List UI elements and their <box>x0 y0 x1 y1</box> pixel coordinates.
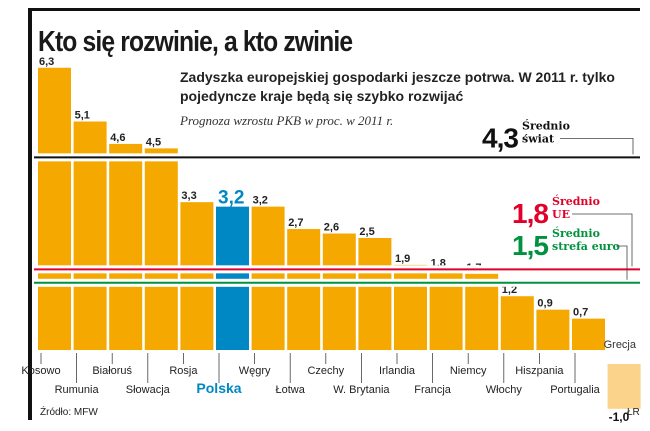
reference-pointer <box>572 213 633 267</box>
bar-Czechy <box>322 233 356 350</box>
bar-Węgry <box>251 206 285 350</box>
value-label: 0,9 <box>537 298 552 310</box>
category-label: W. Brytania <box>333 384 390 396</box>
value-label: 3,3 <box>181 190 196 202</box>
category-label: Grecja <box>604 339 637 351</box>
bar-W. Brytania <box>358 238 392 350</box>
bar-Grecja <box>607 364 641 409</box>
category-label: Hiszpania <box>515 365 564 377</box>
category-label: Łotwa <box>276 384 306 396</box>
category-label: Rosja <box>169 365 198 377</box>
reference-value: 1,5 <box>512 230 548 261</box>
chart-title: Kto się rozwinie, a kto zwinie <box>38 26 353 58</box>
value-label: 4,6 <box>110 132 125 144</box>
bar-Rosja <box>180 202 214 350</box>
bar-Irlandia <box>394 264 427 350</box>
bar-Słowacja <box>144 148 178 350</box>
reference-label: Średnio <box>552 194 600 208</box>
reference-pointer <box>560 137 634 155</box>
reference-label: świat <box>522 132 555 145</box>
category-label: Białoruś <box>92 365 132 377</box>
bar-Białoruś <box>109 143 143 350</box>
value-label: 2,5 <box>359 226 374 238</box>
category-label: Czechy <box>307 365 344 377</box>
value-label: 2,7 <box>288 217 303 229</box>
bar-Portugalia <box>572 318 605 350</box>
value-label: 0,7 <box>573 307 588 319</box>
category-label: Węgry <box>239 365 271 377</box>
value-label: 1,9 <box>395 253 410 265</box>
reference-pointer <box>616 245 628 280</box>
reference-value: 1,8 <box>512 198 548 229</box>
category-label: Irlandia <box>379 365 416 377</box>
category-label: Portugalia <box>550 384 600 396</box>
category-label: Francja <box>414 384 452 396</box>
chart-note: Prognoza wzrostu PKB w proc. w 2011 r. <box>180 113 394 128</box>
bar-Polska <box>216 206 249 350</box>
value-label: 6,3 <box>39 56 54 68</box>
category-label: Polska <box>196 380 241 396</box>
source: Źródło: MFW <box>40 407 98 418</box>
value-label: -1,0 <box>609 410 630 424</box>
category-label: Niemcy <box>450 365 487 377</box>
chart-subtitle: Zadyszka europejskiej gospodarki jeszcze… <box>180 69 615 104</box>
value-label: 1,2 <box>502 284 517 296</box>
value-label: 4,5 <box>146 136 161 148</box>
reference-value: 4,3 <box>482 122 518 153</box>
reference-label: Średnio <box>552 226 600 240</box>
author: ŁR <box>627 407 640 418</box>
bar-Hiszpania <box>536 309 570 350</box>
frame-left <box>28 8 32 420</box>
category-label: Słowacja <box>126 384 171 396</box>
value-label: 2,6 <box>324 222 339 234</box>
value-label: 3,2 <box>218 188 244 209</box>
category-label: Rumunia <box>55 384 100 396</box>
value-label: 5,1 <box>75 110 90 122</box>
value-label: 3,2 <box>253 195 268 207</box>
frame-top <box>28 8 640 11</box>
category-label: Kosowo <box>21 365 60 377</box>
category-label: Włochy <box>486 384 523 396</box>
reference-label: Średnio <box>522 118 570 132</box>
bar-Włochy <box>500 296 534 350</box>
bar-Kosowo <box>38 67 71 350</box>
bar-Łotwa <box>287 229 321 350</box>
reference-label: UE <box>552 208 570 221</box>
reference-label: strefa euro <box>552 240 620 253</box>
